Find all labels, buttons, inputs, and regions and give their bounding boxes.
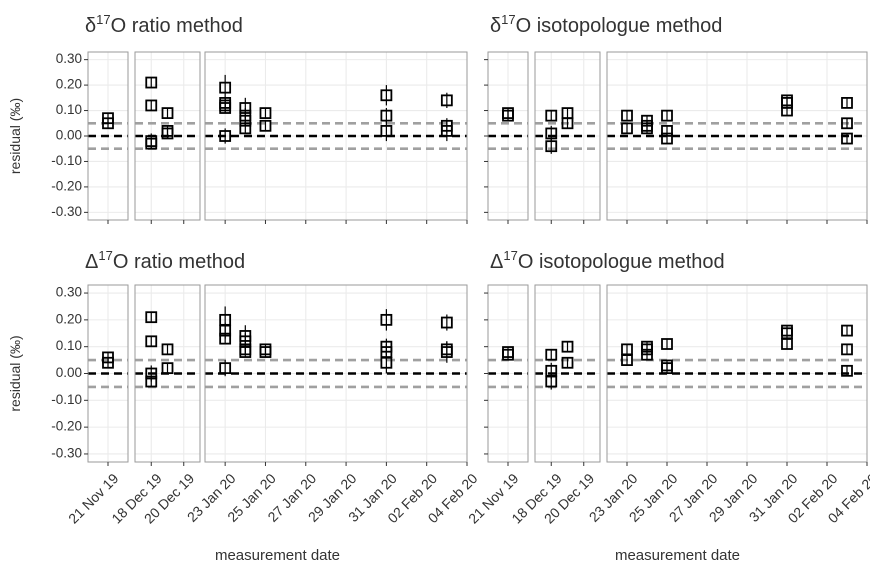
point [219,362,232,375]
point [641,119,653,132]
y-tick-label: -0.20 [51,419,82,434]
point [561,356,574,369]
point [145,76,158,89]
panel-border [134,51,201,221]
point [621,122,633,135]
point [502,109,514,122]
panel-border [606,284,868,463]
point [380,125,393,137]
point [145,137,158,150]
point [641,340,653,353]
point [545,127,558,140]
point [239,343,252,356]
point [380,89,393,102]
point [781,338,793,350]
chart-title: δ17O ratio method [85,12,243,37]
point [661,109,673,122]
point [502,348,514,361]
point [841,324,853,337]
y-tick-label: -0.10 [51,392,82,407]
point [219,313,232,326]
point [440,346,453,358]
point [380,313,393,326]
point [621,109,633,122]
panel-border [606,51,868,221]
point [102,356,114,369]
y-tick-label: 0.30 [56,51,82,66]
y-tick-label: 0.00 [56,128,82,143]
point [841,117,853,130]
point [545,375,558,388]
point [219,81,232,94]
y-tick-label: 0.20 [56,77,82,92]
panel-border [134,284,201,463]
point [440,125,453,137]
y-axis-label: residual (‰) [7,335,23,411]
y-tick-label: 0.10 [56,338,82,353]
point [219,332,232,345]
point [545,140,558,153]
point [145,335,158,348]
point [380,109,393,122]
chart-title: Δ17O isotopologue method [490,248,725,273]
chart-title: Δ17O ratio method [85,248,245,273]
point [841,343,853,356]
point [841,97,853,109]
panel-border [204,284,468,463]
point [621,354,633,366]
point [545,109,558,122]
point [259,119,272,132]
point [102,117,114,130]
point [145,375,158,388]
point [841,364,853,377]
point [561,107,574,119]
y-tick-label: 0.10 [56,102,82,117]
chart-title: δ17O isotopologue method [490,12,722,37]
point [161,127,174,140]
point [259,346,272,358]
point [161,343,174,356]
panel-border [534,284,601,463]
y-tick-label: -0.30 [51,446,82,461]
point [440,316,453,329]
point [161,107,174,119]
y-tick-label: 0.00 [56,365,82,380]
point [145,99,158,112]
point [841,132,853,145]
point [161,362,174,375]
point [259,107,272,119]
y-axis-label: residual (‰) [7,98,23,174]
point [380,356,393,369]
panel-border [204,51,468,221]
point [219,130,232,142]
y-tick-label: 0.20 [56,311,82,326]
y-tick-label: -0.30 [51,204,82,219]
point [781,104,793,117]
point [545,348,558,361]
point [440,94,453,107]
x-axis-label: measurement date [215,547,340,564]
y-tick-label: 0.30 [56,285,82,300]
y-tick-label: -0.10 [51,153,82,168]
point [661,362,673,375]
point [661,338,673,350]
point [661,132,673,145]
point [561,340,574,353]
point [239,114,252,127]
panel-border [534,51,601,221]
x-axis-label: measurement date [615,547,740,564]
y-tick-label: -0.20 [51,178,82,193]
point [145,311,158,324]
